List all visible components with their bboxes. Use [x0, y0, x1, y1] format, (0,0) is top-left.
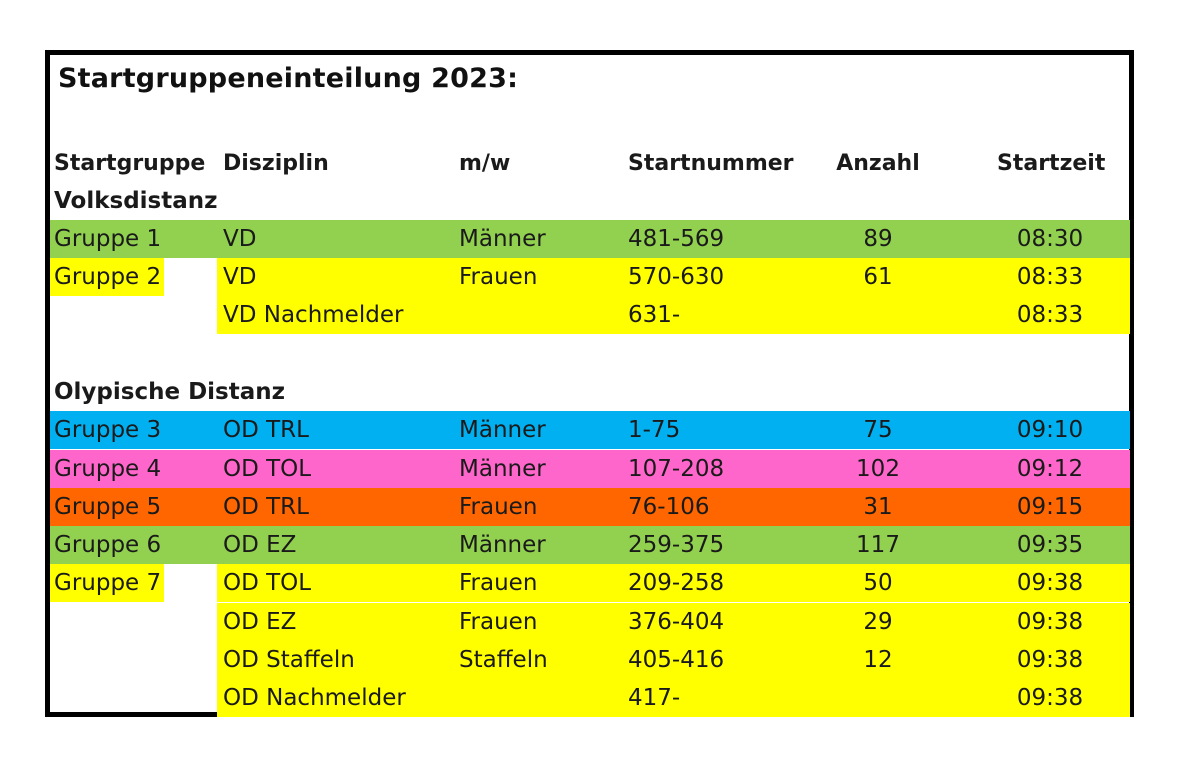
discipline-cell: VD Nachmelder: [223, 302, 404, 328]
discipline-cell: OD TOL: [223, 570, 312, 596]
discipline-cell: OD Staffeln: [223, 647, 355, 673]
row-highlight: [50, 488, 1130, 526]
row-highlight: [50, 526, 1130, 564]
startzeit-cell: 09:38: [1016, 647, 1084, 673]
section-label-olympische-distanz: Olypische Distanz: [54, 379, 286, 405]
startzeit-cell: 09:15: [1016, 494, 1084, 520]
startnummer-cell: 570-630: [628, 264, 725, 290]
anzahl-cell: 12: [863, 647, 893, 673]
startnummer-cell: 259-375: [628, 532, 725, 558]
startzeit-cell: 09:12: [1016, 456, 1084, 482]
gender-cell: Männer: [459, 456, 546, 482]
gender-cell: Frauen: [459, 494, 538, 520]
startzeit-cell: 09:38: [1016, 685, 1084, 711]
row-highlight: [217, 258, 1130, 296]
group-cell: Gruppe 7: [54, 570, 162, 596]
header-row: Startgruppe Disziplin m/w Startnummer An…: [50, 145, 1130, 183]
startnummer-cell: 631-: [628, 302, 681, 328]
gender-cell: Staffeln: [459, 647, 548, 673]
startnummer-cell: 376-404: [628, 609, 725, 635]
header-mw: m/w: [459, 151, 511, 176]
table-row: OD Nachmelder 417- 09:38: [50, 679, 1130, 717]
gender-cell: Frauen: [459, 609, 538, 635]
discipline-cell: OD TRL: [223, 494, 309, 520]
discipline-cell: VD: [223, 226, 257, 252]
startnummer-cell: 417-: [628, 685, 681, 711]
discipline-cell: OD Nachmelder: [223, 685, 406, 711]
row-highlight: [217, 296, 1130, 334]
table-row: Gruppe 1 VD Männer 481-569 89 08:30: [50, 220, 1130, 258]
section-row-vd: Volksdistanz: [50, 182, 1130, 220]
gender-cell: Männer: [459, 226, 546, 252]
startnummer-cell: 76-106: [628, 494, 710, 520]
startzeit-cell: 08:30: [1016, 226, 1084, 252]
row-highlight: [217, 641, 1130, 679]
table-row: Gruppe 2 VD Frauen 570-630 61 08:33: [50, 258, 1130, 296]
table-row: OD EZ Frauen 376-404 29 09:38: [50, 603, 1130, 641]
anzahl-cell: 31: [863, 494, 893, 520]
discipline-cell: OD EZ: [223, 609, 297, 635]
row-highlight: [50, 411, 1130, 449]
gender-cell: Frauen: [459, 570, 538, 596]
header-startnummer: Startnummer: [628, 151, 794, 176]
section-label-volksdistanz: Volksdistanz: [54, 188, 218, 214]
anzahl-cell: 102: [856, 456, 900, 482]
row-highlight: [217, 564, 1130, 602]
table-row: VD Nachmelder 631- 08:33: [50, 296, 1130, 334]
startzeit-cell: 08:33: [1016, 302, 1084, 328]
gender-cell: Frauen: [459, 264, 538, 290]
row-highlight: [50, 450, 1130, 488]
startnummer-cell: 209-258: [628, 570, 725, 596]
group-cell: Gruppe 1: [54, 226, 162, 252]
discipline-cell: VD: [223, 264, 257, 290]
anzahl-cell: 29: [863, 609, 893, 635]
group-highlight: [50, 564, 164, 602]
table-row: Gruppe 4 OD TOL Männer 107-208 102 09:12: [50, 450, 1130, 488]
group-cell: Gruppe 2: [54, 264, 162, 290]
group-cell: Gruppe 4: [54, 456, 162, 482]
anzahl-cell: [838, 679, 918, 717]
header-startzeit: Startzeit: [997, 151, 1106, 176]
discipline-cell: OD TRL: [223, 417, 309, 443]
section-row-od: Olypische Distanz: [50, 373, 1130, 411]
startnummer-cell: 405-416: [628, 647, 725, 673]
anzahl-cell: 89: [863, 226, 893, 252]
table-row: Gruppe 5 OD TRL Frauen 76-106 31 09:15: [50, 488, 1130, 526]
startnummer-cell: 107-208: [628, 456, 725, 482]
gender-cell: Männer: [459, 417, 546, 443]
startnummer-cell: 1-75: [628, 417, 681, 443]
discipline-cell: OD EZ: [223, 532, 297, 558]
header-disziplin: Disziplin: [223, 151, 329, 176]
gender-cell: Männer: [459, 532, 546, 558]
anzahl-cell: 50: [863, 570, 893, 596]
group-cell: Gruppe 6: [54, 532, 162, 558]
startzeit-cell: 09:35: [1016, 532, 1084, 558]
header-startgruppe: Startgruppe: [54, 151, 206, 176]
group-cell: Gruppe 3: [54, 417, 162, 443]
header-anzahl: Anzahl: [836, 151, 920, 176]
page-title: Startgruppeneinteilung 2023:: [58, 63, 519, 94]
row-highlight: [217, 603, 1130, 641]
anzahl-cell: 117: [856, 532, 900, 558]
table-row: Gruppe 6 OD EZ Männer 259-375 117 09:35: [50, 526, 1130, 564]
anzahl-cell: 61: [863, 264, 893, 290]
startzeit-cell: 09:38: [1016, 609, 1084, 635]
discipline-cell: OD TOL: [223, 456, 312, 482]
anzahl-cell: 75: [863, 417, 893, 443]
row-highlight: [217, 679, 1130, 717]
row-highlight: [50, 220, 1130, 258]
startzeit-cell: 08:33: [1016, 264, 1084, 290]
anzahl-cell: [838, 296, 918, 334]
table-row: OD Staffeln Staffeln 405-416 12 09:38: [50, 641, 1130, 679]
startnummer-cell: 481-569: [628, 226, 725, 252]
startzeit-cell: 09:10: [1016, 417, 1084, 443]
table-row: Gruppe 3 OD TRL Männer 1-75 75 09:10: [50, 411, 1130, 449]
table-row: Gruppe 7 OD TOL Frauen 209-258 50 09:38: [50, 564, 1130, 602]
group-highlight: [50, 258, 164, 296]
startzeit-cell: 09:38: [1016, 570, 1084, 596]
group-cell: Gruppe 5: [54, 494, 162, 520]
schedule-table: Startgruppeneinteilung 2023: Startgruppe…: [45, 50, 1134, 717]
